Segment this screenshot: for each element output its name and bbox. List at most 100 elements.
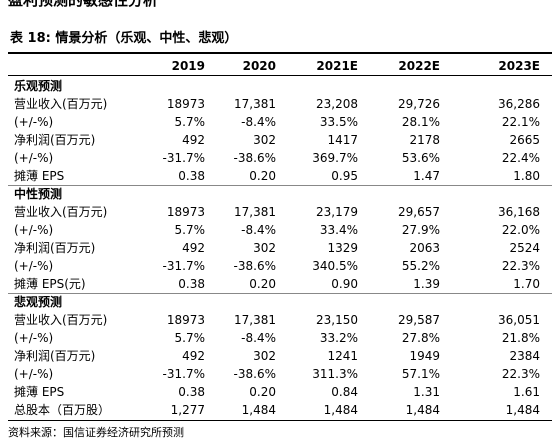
cell: 1.39: [413, 277, 440, 291]
row-label: 摊薄 EPS(元): [14, 277, 86, 291]
cell: 18973: [166, 97, 205, 111]
cell: 18973: [166, 205, 205, 219]
row-label: (+/-%): [14, 367, 54, 381]
cell: 33.5%: [319, 115, 358, 129]
cell: 29,726: [398, 97, 440, 111]
cell: 1,484: [505, 403, 540, 417]
cell: 17,381: [234, 313, 276, 327]
cell: 22.0%: [501, 223, 540, 237]
section-title: 悲观预测: [14, 295, 63, 309]
cell: 340.5%: [312, 259, 358, 273]
row-label: 营业收入(百万元): [14, 205, 108, 219]
cell: 2022E: [398, 59, 440, 73]
cell: 0.20: [249, 169, 276, 183]
cell: 1,484: [405, 403, 440, 417]
cell: -38.6%: [233, 259, 276, 273]
cell: 36,168: [498, 205, 540, 219]
cell: 5.7%: [174, 223, 206, 237]
cell: 2178: [409, 133, 440, 147]
cell: 311.3%: [312, 367, 358, 381]
cell: 1.61: [513, 385, 540, 399]
cut-title: 盈利预测的敏感性分析: [8, 0, 159, 9]
cell: -8.4%: [241, 223, 276, 237]
cell: 0.95: [331, 169, 358, 183]
cell: 29,587: [398, 313, 440, 327]
cell: 2063: [409, 241, 440, 255]
cell: 23,150: [316, 313, 358, 327]
cell: 0.20: [249, 385, 276, 399]
cell: 29,657: [398, 205, 440, 219]
row-label: (+/-%): [14, 223, 54, 237]
cell: 22.1%: [501, 115, 540, 129]
cell: 302: [253, 241, 276, 255]
cell: 33.4%: [319, 223, 358, 237]
rule: [8, 293, 552, 294]
cell: 0.38: [178, 385, 205, 399]
row-label: (+/-%): [14, 259, 54, 273]
cell: 369.7%: [312, 151, 358, 165]
cell: 492: [182, 133, 205, 147]
cell: 2023E: [498, 59, 540, 73]
row-label: (+/-%): [14, 331, 54, 345]
row-label: 总股本（百万股）: [14, 403, 111, 417]
cell: -8.4%: [241, 115, 276, 129]
cell: 53.6%: [401, 151, 440, 165]
cell: 0.38: [178, 169, 205, 183]
cell: 302: [253, 133, 276, 147]
cell: 23,179: [316, 205, 358, 219]
cell: 1.80: [513, 169, 540, 183]
cell: 57.1%: [401, 367, 440, 381]
cell: 22.4%: [501, 151, 540, 165]
cell: 1,484: [323, 403, 358, 417]
cell: 1,277: [170, 403, 205, 417]
cell: 27.9%: [401, 223, 440, 237]
cell: 1329: [327, 241, 358, 255]
cell: 27.8%: [401, 331, 440, 345]
cell: 22.3%: [501, 367, 540, 381]
cell: 5.7%: [174, 331, 206, 345]
cell: 1417: [327, 133, 358, 147]
row-label: (+/-%): [14, 115, 54, 129]
source: 资料来源：国信证券经济研究所预测: [8, 426, 184, 438]
cell: 21.8%: [501, 331, 540, 345]
rule: [8, 75, 552, 76]
cell: 5.7%: [174, 115, 206, 129]
cell: -31.7%: [162, 151, 205, 165]
rule: [8, 52, 552, 54]
row-label: 净利润(百万元): [14, 349, 96, 363]
row-label: 摊薄 EPS: [14, 169, 65, 183]
cell: 33.2%: [319, 331, 358, 345]
cell: 55.2%: [401, 259, 440, 273]
cell: 492: [182, 241, 205, 255]
cell: 17,381: [234, 205, 276, 219]
cell: 1.70: [513, 277, 540, 291]
cell: 23,208: [316, 97, 358, 111]
cell: 0.20: [249, 277, 276, 291]
row-label: 营业收入(百万元): [14, 313, 108, 327]
table-title: 表 18: 情景分析（乐观、中性、悲观）: [10, 31, 238, 46]
cell: -8.4%: [241, 331, 276, 345]
cell: 302: [253, 349, 276, 363]
row-label: (+/-%): [14, 151, 54, 165]
cell: 2021E: [316, 59, 358, 73]
cell: 492: [182, 349, 205, 363]
cell: 17,381: [234, 97, 276, 111]
cell: 28.1%: [401, 115, 440, 129]
row-label: 净利润(百万元): [14, 133, 96, 147]
cell: 2524: [509, 241, 540, 255]
section-title: 乐观预测: [14, 79, 63, 93]
cell: -31.7%: [162, 259, 205, 273]
cell: -31.7%: [162, 367, 205, 381]
rule: [8, 420, 552, 421]
cell: 36,286: [498, 97, 540, 111]
cell: 18973: [166, 313, 205, 327]
row-label: 净利润(百万元): [14, 241, 96, 255]
cell: 22.3%: [501, 259, 540, 273]
cell: 2019: [171, 59, 205, 73]
cell: 2020: [242, 59, 276, 73]
cell: 2665: [509, 133, 540, 147]
row-label: 营业收入(百万元): [14, 97, 108, 111]
cell: 2384: [509, 349, 540, 363]
cell: 0.38: [178, 277, 205, 291]
